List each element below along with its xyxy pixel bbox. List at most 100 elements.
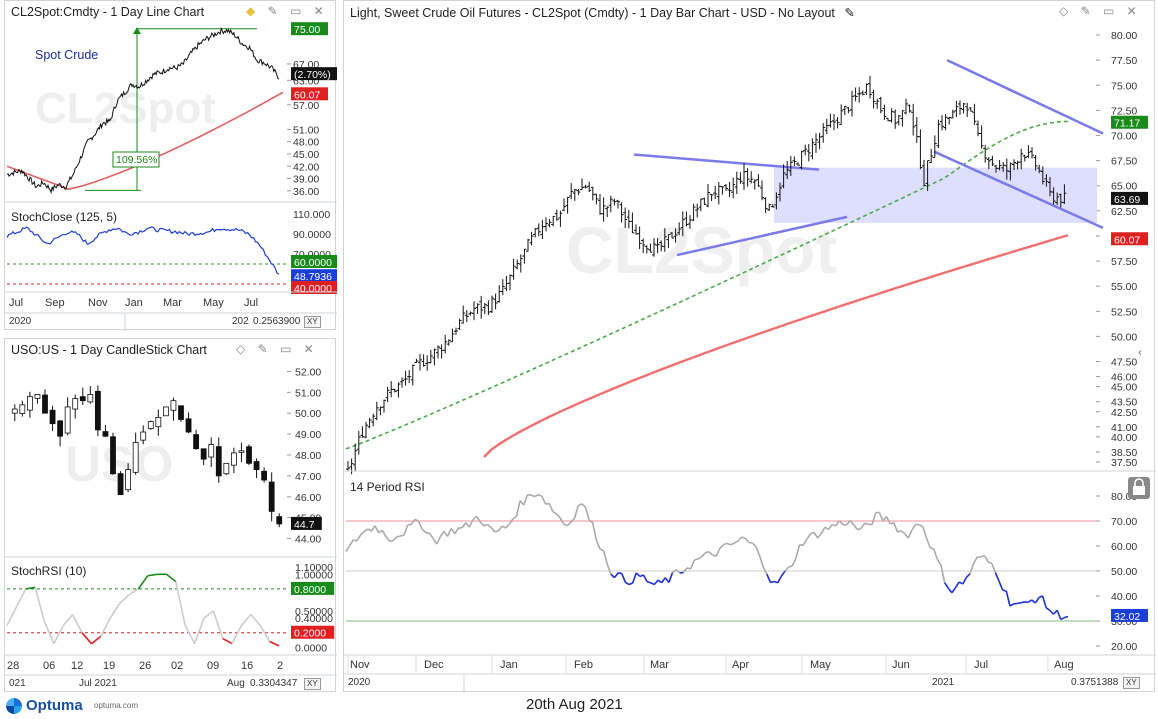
main-rsi-line-segment: [751, 542, 757, 548]
main-rsi-line-segment: [784, 566, 790, 572]
collapse-icon: ‹: [1138, 345, 1142, 359]
top-left-osc-label-lower: 40.0000: [294, 283, 332, 295]
top-left-xy-button[interactable]: XY: [304, 316, 321, 328]
bottom-left-osc-tick: 0.0000: [295, 642, 327, 654]
main-rsi-line-segment: [396, 535, 401, 538]
main-rsi-line-segment: [363, 528, 369, 533]
main-rsi-line-segment: [1027, 599, 1033, 604]
bottom-left-candle-body: [102, 431, 109, 437]
bottom-left-osc-tick: 0.50000: [295, 606, 333, 618]
bottom-left-year-mid: Jul 2021: [79, 678, 117, 689]
bottom-left-candle-body: [200, 448, 207, 460]
main-rsi-line-segment: [799, 543, 804, 547]
pin-icon[interactable]: ✎: [257, 342, 268, 356]
main-rsi-line-segment: [1056, 609, 1062, 620]
bottom-left-candle-body: [110, 436, 116, 475]
top-left-year-right: 202: [232, 316, 249, 327]
main-rsi-line-segment: [1017, 602, 1021, 605]
diamond-icon[interactable]: ◇: [1059, 4, 1069, 18]
main-rsi-line-segment: [508, 518, 514, 525]
optuma-logo-icon: [6, 698, 22, 714]
bottom-left-candle-body: [215, 446, 222, 477]
main-chart-panel[interactable]: Light, Sweet Crude Oil Futures - CL2Spot…: [343, 0, 1156, 693]
main-rsi-line-segment: [581, 503, 586, 508]
main-rsi-line-segment: [770, 580, 775, 584]
main-rsi-line-segment: [897, 529, 902, 533]
diamond-icon[interactable]: ◆: [246, 4, 256, 18]
main-rsi-line-segment: [708, 551, 713, 556]
main-rsi-line-segment: [697, 556, 702, 560]
bottom-left-candle-body: [26, 396, 33, 411]
main-rsi-line-segment: [1024, 601, 1029, 604]
main-rsi-label-last: 32.02: [1114, 611, 1140, 623]
top-left-price-line: [6, 26, 280, 195]
main-rsi-line-segment: [675, 569, 681, 574]
bottom-left-candle-body: [94, 390, 101, 431]
main-rsi-line-segment: [933, 548, 939, 560]
main-rsi-line-segment: [806, 533, 812, 540]
main-rsi-line-segment: [653, 579, 659, 586]
bottom-left-candle-body: [57, 420, 64, 437]
restore-icon[interactable]: ▭: [1102, 4, 1115, 18]
close-icon[interactable]: ✕: [303, 342, 314, 356]
bottom-left-scale: 0.3304347: [250, 678, 298, 689]
bottom-left-osc-line-segment: [71, 614, 83, 634]
main-rsi-line-segment: [620, 573, 627, 583]
main-rsi-line-segment: [505, 523, 510, 529]
diamond-icon[interactable]: ◇: [236, 342, 246, 356]
top-left-osc-label-current: 48.7936: [294, 271, 332, 283]
bottom-left-last-price: 44.7: [294, 519, 315, 531]
top-left-osc-tick: 90.0000: [293, 229, 331, 241]
top-left-osc-tick: 110.000: [293, 209, 330, 221]
main-rsi-line-segment: [998, 581, 1004, 591]
main-sma-short-line: [345, 120, 1069, 450]
main-rsi-line-segment: [414, 518, 419, 523]
main-xtick-label: Mar: [650, 659, 669, 671]
main-rsi-line-segment: [530, 494, 535, 498]
top-left-plot-area: [7, 23, 287, 199]
restore-icon[interactable]: ▭: [279, 342, 292, 356]
main-ytick-label: 77.50: [1111, 55, 1137, 67]
bottom-left-osc-line-segment: [222, 637, 233, 645]
main-rsi-line-segment: [353, 539, 358, 542]
pin-icon[interactable]: ✎: [1080, 4, 1091, 18]
top-left-chart-panel[interactable]: CL2Spot:Cmdty - 1 Day Line Chart ◆ ✎ ▭ ✕…: [4, 0, 337, 331]
main-rsi-line-segment: [610, 573, 616, 579]
top-left-price-label-high: 75.00: [294, 24, 320, 36]
main-rsi-line-segment: [925, 537, 931, 549]
close-icon[interactable]: ✕: [313, 4, 324, 18]
main-rsi-line-segment: [1002, 589, 1007, 592]
main-rsi-line-segment: [545, 502, 550, 505]
main-rsi-line-segment: [835, 520, 841, 527]
bottom-left-chart-panel[interactable]: USO:US - 1 Day CandleStick Chart ◇ ✎ ▭ ✕…: [4, 338, 337, 692]
main-price-label-last: 63.69: [1114, 194, 1140, 206]
pin-icon[interactable]: ✎: [267, 4, 278, 18]
main-ytick-label: 67.50: [1111, 156, 1137, 168]
main-rsi-line-segment: [900, 530, 906, 535]
bottom-left-osc-label-lower-bg: [291, 625, 335, 639]
bottom-left-candle-body: [230, 452, 237, 466]
main-rsi-line-segment: [606, 563, 612, 575]
main-rsi-line-segment: [465, 522, 470, 528]
top-left-pct-label: 109.56%: [116, 154, 157, 166]
main-rsi-line-segment: [345, 545, 351, 552]
top-left-price-label-pct: (2.70%): [294, 69, 331, 81]
main-rsi-line-segment: [566, 521, 572, 527]
bottom-left-xy-button[interactable]: XY: [304, 678, 321, 690]
bottom-left-candle-body: [64, 406, 71, 434]
main-rsi-line-segment: [766, 573, 772, 583]
close-icon[interactable]: ✕: [1126, 4, 1137, 18]
main-ytick-label: 50.00: [1111, 331, 1137, 343]
edit-icon[interactable]: ✎: [844, 6, 855, 20]
main-rsi-line-segment: [635, 572, 641, 578]
bottom-left-candle-body: [223, 462, 230, 475]
bottom-left-candle-body: [193, 434, 200, 450]
main-ytick-label: 41.00: [1111, 422, 1137, 434]
main-rsi-line-segment: [733, 540, 739, 544]
main-consolidation-box: [774, 167, 1097, 223]
main-xy-button[interactable]: XY: [1123, 677, 1140, 689]
bottom-left-candle-body: [19, 404, 26, 414]
main-rsi-line-segment: [846, 520, 851, 526]
restore-icon[interactable]: ▭: [289, 4, 302, 18]
footer-site[interactable]: optuma.com: [94, 701, 139, 710]
